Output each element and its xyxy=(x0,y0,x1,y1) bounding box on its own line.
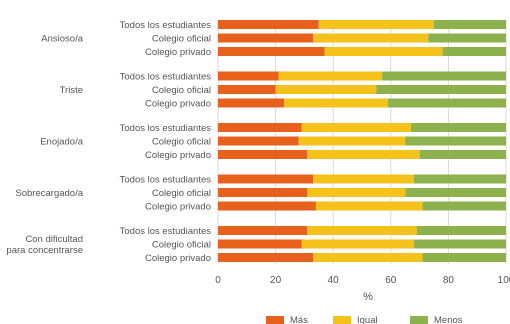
bar-label: Todos los estudiantes xyxy=(120,20,212,31)
legend-label: Menos xyxy=(434,315,463,324)
group-labels: Ansioso/a Triste Enojado/a Sobrecargado/a Co… xyxy=(6,34,83,257)
legend-label: Más xyxy=(290,315,308,324)
bar-segment-más xyxy=(218,188,308,197)
bar-label: Colegio oficial xyxy=(152,137,211,148)
x-tick-label: 20 xyxy=(270,275,282,286)
group-label-line: Con dificultad xyxy=(25,234,83,245)
bar-segment-más xyxy=(218,47,325,56)
bar-segment-igual xyxy=(307,188,406,197)
bar-segment-menos xyxy=(376,85,506,94)
bar-segment-más xyxy=(218,150,308,159)
bar-label: Colegio oficial xyxy=(152,85,211,96)
bar-segment-igual xyxy=(307,150,420,159)
bar-label: Colegio privado xyxy=(145,47,211,58)
legend: Más Igual Menos xyxy=(266,315,463,324)
bar-label: Colegio oficial xyxy=(152,240,211,251)
bar-segment-igual xyxy=(301,239,414,249)
bar-label: Todos los estudiantes xyxy=(120,226,212,237)
bar-segment-menos xyxy=(416,226,506,235)
legend-swatch-igual xyxy=(333,316,351,324)
bar-segment-menos xyxy=(413,174,506,184)
bar-label: Todos los estudiantes xyxy=(120,123,212,134)
bar-segment-más xyxy=(218,20,319,29)
bar-segment-más xyxy=(218,174,314,184)
bar-segment-más xyxy=(218,201,316,211)
group-label: Triste xyxy=(60,85,83,96)
bar-segment-menos xyxy=(405,188,506,197)
group-label: Ansioso/a xyxy=(41,34,83,45)
group-label: Sobrecargado/a xyxy=(15,188,83,199)
bar-segment-menos xyxy=(434,20,506,29)
bar-segment-menos xyxy=(442,47,506,56)
bar-segment-menos xyxy=(422,253,506,262)
bar-label: Colegio privado xyxy=(145,253,211,264)
bar-labels: Todos los estudiantes Colegio oficial Cole… xyxy=(120,20,212,264)
x-axis: % 0 20 40 60 80 100 xyxy=(215,275,510,303)
bar-segment-igual xyxy=(278,71,383,81)
x-tick-label: 0 xyxy=(215,275,221,286)
bar-segment-más xyxy=(218,85,276,94)
bar-label: Colegio privado xyxy=(145,150,211,161)
legend-label: Igual xyxy=(357,315,378,324)
bar-label: Colegio oficial xyxy=(152,188,211,199)
bar-segment-más xyxy=(218,239,302,249)
bar-segment-más xyxy=(218,136,299,146)
legend-swatch-menos xyxy=(410,316,428,324)
bar-segment-igual xyxy=(313,33,429,43)
bar-label: Todos los estudiantes xyxy=(120,175,212,186)
bar-segment-igual xyxy=(315,201,423,211)
x-axis-label: % xyxy=(363,291,373,303)
bar-segment-más xyxy=(218,253,314,262)
bar-segment-menos xyxy=(428,33,506,43)
bar-label: Todos los estudiantes xyxy=(120,72,212,83)
bar-segment-menos xyxy=(387,98,506,108)
bar-segment-igual xyxy=(324,47,443,56)
bar-label: Colegio oficial xyxy=(152,34,211,45)
bar-segment-igual xyxy=(307,226,417,235)
bar-segment-más xyxy=(218,98,285,108)
x-tick-label: 60 xyxy=(385,275,397,286)
bar-segment-menos xyxy=(410,123,506,132)
bar-segment-más xyxy=(218,33,314,43)
bars xyxy=(218,20,506,262)
bar-segment-igual xyxy=(313,174,414,184)
bar-segment-igual xyxy=(298,136,406,146)
bar-label: Colegio privado xyxy=(145,202,211,213)
bar-segment-más xyxy=(218,71,279,81)
legend-swatch-más xyxy=(266,316,284,324)
bar-segment-igual xyxy=(284,98,388,108)
x-tick-label: 100 xyxy=(498,275,510,286)
bar-label: Colegio privado xyxy=(145,99,211,110)
bar-segment-menos xyxy=(413,239,506,249)
bar-segment-igual xyxy=(318,20,434,29)
group-label-line: para concentrarse xyxy=(6,245,83,256)
group-label: Enojado/a xyxy=(40,137,84,148)
bar-segment-menos xyxy=(422,201,506,211)
bar-segment-igual xyxy=(275,85,377,94)
bar-segment-menos xyxy=(419,150,506,159)
bar-segment-menos xyxy=(382,71,506,81)
bar-segment-más xyxy=(218,226,308,235)
x-tick-label: 80 xyxy=(443,275,455,286)
x-tick-label: 40 xyxy=(328,275,340,286)
bar-segment-igual xyxy=(313,253,423,262)
bar-segment-menos xyxy=(405,136,506,146)
bar-segment-igual xyxy=(301,123,411,132)
bar-segment-más xyxy=(218,123,302,132)
